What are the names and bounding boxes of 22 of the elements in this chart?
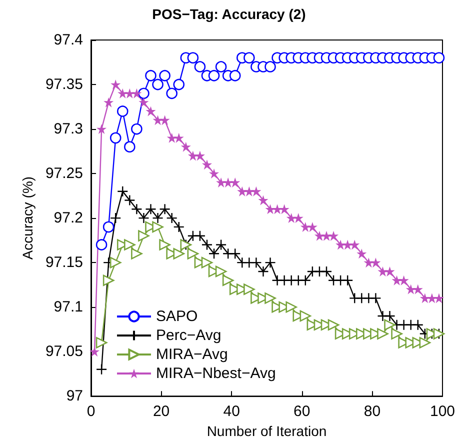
legend-label: MIRA−Avg xyxy=(156,346,228,363)
legend-label: SAPO xyxy=(156,308,198,325)
y-tick-label: 97.3 xyxy=(54,120,83,138)
y-tick-label: 97.2 xyxy=(54,210,83,227)
y-tick-label: 97.05 xyxy=(45,343,83,360)
x-tick-label: 80 xyxy=(364,403,381,420)
x-tick-label: 20 xyxy=(152,403,170,420)
x-tick-label: 40 xyxy=(223,403,240,420)
y-tick-label: 97.35 xyxy=(45,76,83,94)
y-tick-label: 97.4 xyxy=(54,32,83,48)
y-axis-title: Accuracy (%) xyxy=(20,176,36,260)
y-tick-label: 97 xyxy=(66,388,83,405)
y-tick-label: 97.15 xyxy=(45,254,83,272)
legend-label: Perc−Avg xyxy=(156,327,222,344)
y-tick-label: 97.25 xyxy=(45,165,83,182)
x-tick-label: 0 xyxy=(86,403,96,420)
chart-title: POS−Tag: Accuracy (2) xyxy=(152,6,306,22)
x-tick-label: 60 xyxy=(294,403,310,420)
y-tick-label: 97.1 xyxy=(54,298,83,316)
legend-label: MIRA−Nbest−Avg xyxy=(156,365,276,382)
x-tick-label: 100 xyxy=(430,403,455,420)
x-axis-title: Number of Iteration xyxy=(206,423,327,439)
